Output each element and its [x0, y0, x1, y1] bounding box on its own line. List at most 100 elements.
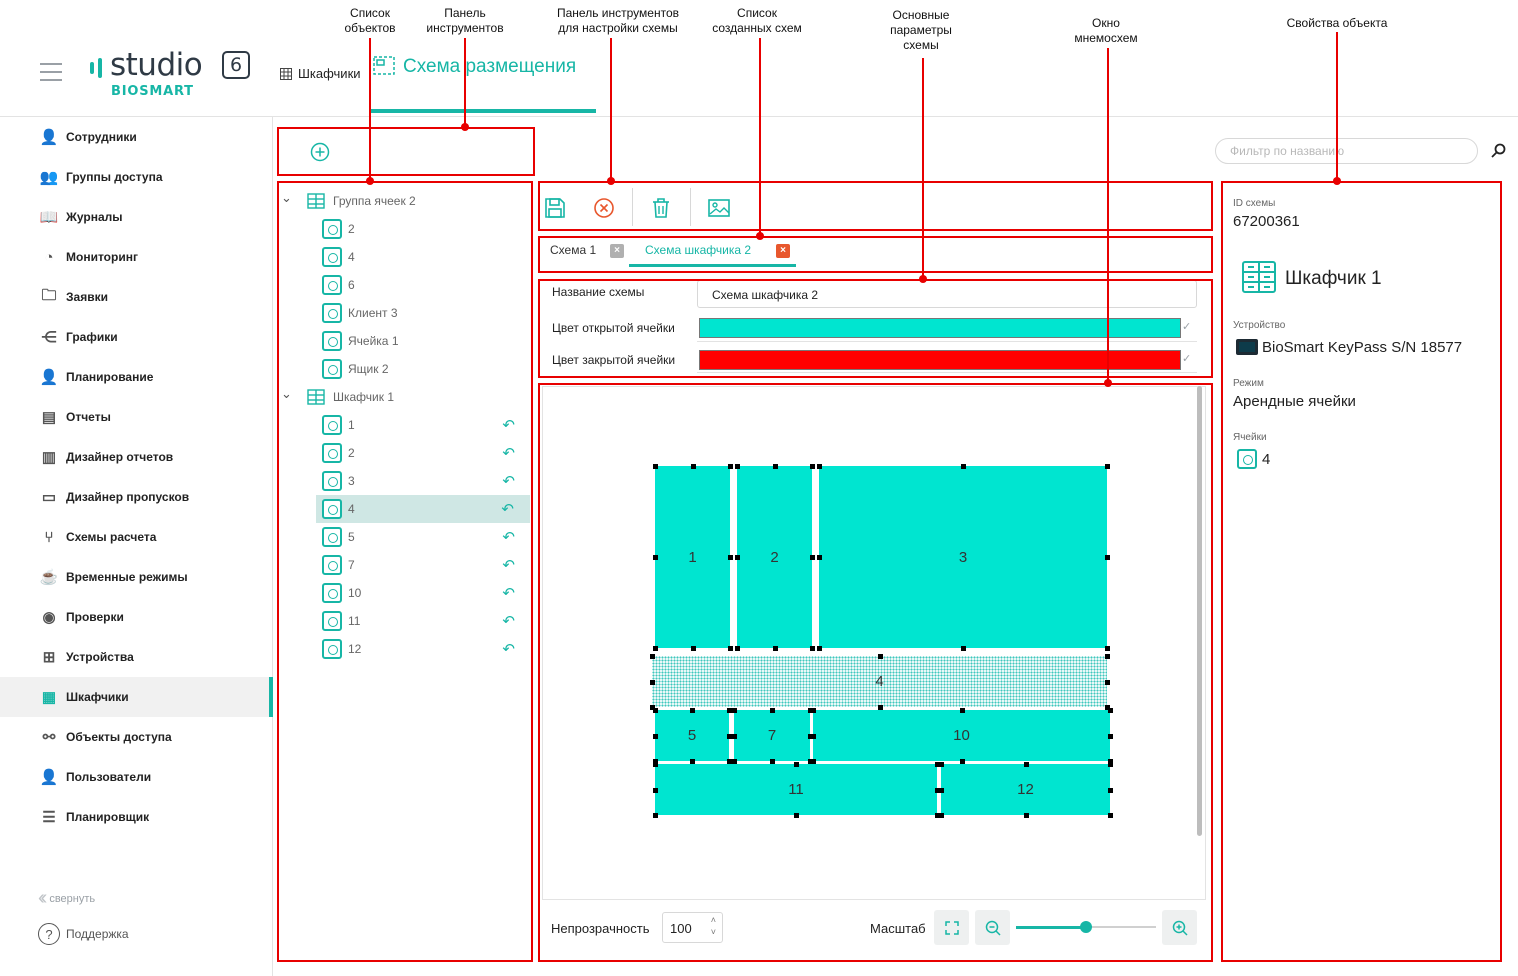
resize-handle[interactable]: [690, 759, 695, 764]
undo-icon[interactable]: ↶: [502, 585, 515, 602]
tab-placement-scheme[interactable]: Схема размещения: [373, 56, 576, 78]
resize-handle[interactable]: [770, 759, 775, 764]
opacity-stepper[interactable]: 100 ˄ ˅: [662, 912, 723, 943]
chevron-down-icon[interactable]: ✓: [1182, 321, 1192, 333]
tree-item[interactable]: Ячейка 1: [277, 327, 531, 355]
resize-handle[interactable]: [1108, 759, 1113, 764]
resize-handle[interactable]: [811, 708, 816, 713]
sidebar-item[interactable]: ⑂ Схемы расчета: [0, 517, 273, 557]
resize-handle[interactable]: [877, 705, 883, 710]
close-tab-scheme-2[interactable]: ×: [776, 244, 790, 258]
resize-handle[interactable]: [732, 759, 737, 764]
tree-item[interactable]: 11 ↶: [277, 607, 531, 635]
resize-handle[interactable]: [1108, 708, 1113, 713]
resize-handle[interactable]: [772, 646, 778, 651]
chevron-down-icon[interactable]: ✓: [1182, 353, 1192, 365]
resize-handle[interactable]: [817, 646, 822, 651]
locker-cell[interactable]: 12: [941, 764, 1110, 815]
resize-handle[interactable]: [877, 654, 883, 659]
tab-scheme-2[interactable]: Схема шкафчика 2: [645, 243, 752, 257]
resize-handle[interactable]: [1105, 555, 1110, 560]
resize-handle[interactable]: [817, 555, 822, 560]
resize-handle[interactable]: [735, 464, 740, 469]
tree-item[interactable]: 5 ↶: [277, 523, 531, 551]
tab-scheme-1[interactable]: Схема 1: [550, 243, 597, 257]
sidebar-item[interactable]: 👤 Пользователи: [0, 757, 273, 797]
collapse-button[interactable]: ‹‹ свернуть: [38, 887, 95, 910]
resize-handle[interactable]: [935, 762, 940, 767]
resize-handle[interactable]: [939, 762, 944, 767]
tree-item[interactable]: Ящик 2: [277, 355, 531, 383]
resize-handle[interactable]: [728, 646, 733, 651]
stepper-arrows-icon[interactable]: ˄ ˅: [710, 915, 716, 937]
tree-group[interactable]: ⌄ Группа ячеек 2: [277, 187, 531, 215]
sidebar-item[interactable]: 👤 Планирование: [0, 357, 273, 397]
chevron-down-icon[interactable]: ⌄: [281, 386, 292, 401]
tree-item[interactable]: 2 ↶: [277, 439, 531, 467]
resize-handle[interactable]: [1108, 762, 1113, 767]
resize-handle[interactable]: [935, 787, 940, 793]
sidebar-item[interactable]: ▤ Отчеты: [0, 397, 273, 437]
tree-item[interactable]: 12 ↶: [277, 635, 531, 663]
undo-icon[interactable]: ↶: [502, 473, 515, 490]
breadcrumb-lockers[interactable]: Шкафчики: [280, 66, 361, 81]
resize-handle[interactable]: [794, 762, 799, 767]
resize-handle[interactable]: [728, 464, 733, 469]
resize-handle[interactable]: [735, 555, 740, 560]
resize-handle[interactable]: [653, 464, 658, 469]
resize-handle[interactable]: [961, 646, 966, 651]
resize-handle[interactable]: [653, 708, 658, 713]
locker-cell[interactable]: 1: [655, 466, 730, 648]
sidebar-item[interactable]: ▦ Шкафчики: [0, 677, 273, 717]
resize-handle[interactable]: [653, 733, 658, 739]
closed-color-picker[interactable]: [699, 350, 1181, 370]
resize-handle[interactable]: [808, 708, 813, 713]
undo-icon[interactable]: ↶: [502, 641, 515, 658]
resize-handle[interactable]: [690, 646, 696, 651]
tree-item[interactable]: Клиент 3: [277, 299, 531, 327]
undo-icon[interactable]: ↶: [501, 501, 514, 518]
resize-handle[interactable]: [727, 733, 732, 739]
tree-group[interactable]: ⌄ Шкафчик 1: [277, 383, 531, 411]
image-button[interactable]: [705, 194, 733, 222]
sidebar-item[interactable]: ▥ Дизайнер отчетов: [0, 437, 273, 477]
undo-icon[interactable]: ↶: [502, 445, 515, 462]
resize-handle[interactable]: [728, 555, 733, 560]
sidebar-item[interactable]: 📖 Журналы: [0, 197, 273, 237]
locker-cell[interactable]: 4: [652, 656, 1107, 707]
sidebar-item[interactable]: 🗀 Заявки: [0, 277, 273, 317]
save-button[interactable]: [541, 194, 569, 222]
sidebar-item[interactable]: ☰ Планировщик: [0, 797, 273, 837]
scheme-name-input[interactable]: Схема шкафчика 2: [697, 280, 1197, 308]
resize-handle[interactable]: [794, 813, 799, 818]
resize-handle[interactable]: [959, 759, 965, 764]
resize-handle[interactable]: [808, 733, 813, 739]
resize-handle[interactable]: [650, 679, 655, 685]
locker-cell[interactable]: 7: [734, 710, 810, 761]
canvas-scrollbar[interactable]: [1197, 386, 1202, 836]
resize-handle[interactable]: [811, 759, 816, 764]
resize-handle[interactable]: [772, 464, 778, 469]
locker-cell[interactable]: 2: [737, 466, 812, 648]
tree-item[interactable]: 1 ↶: [277, 411, 531, 439]
tree-item[interactable]: 4: [277, 243, 531, 271]
resize-handle[interactable]: [810, 555, 815, 560]
sidebar-item[interactable]: 👤 Сотрудники: [0, 117, 273, 157]
zoom-in-button[interactable]: [1162, 910, 1197, 945]
resize-handle[interactable]: [1105, 654, 1110, 659]
resize-handle[interactable]: [650, 705, 655, 710]
chevron-down-icon[interactable]: ⌄: [281, 190, 292, 205]
sidebar-item[interactable]: ⚯ Объекты доступа: [0, 717, 273, 757]
support-link[interactable]: ? Поддержка: [38, 923, 129, 945]
tree-item[interactable]: 10 ↶: [277, 579, 531, 607]
undo-icon[interactable]: ↶: [502, 529, 515, 546]
resize-handle[interactable]: [817, 464, 822, 469]
tree-item[interactable]: 4 ↶: [316, 495, 530, 523]
resize-handle[interactable]: [935, 813, 940, 818]
resize-handle[interactable]: [810, 464, 815, 469]
tree-item[interactable]: 6: [277, 271, 531, 299]
resize-handle[interactable]: [653, 813, 658, 818]
zoom-out-button[interactable]: [975, 910, 1010, 945]
sidebar-item[interactable]: ☕ Временные режимы: [0, 557, 273, 597]
tree-item[interactable]: 2: [277, 215, 531, 243]
